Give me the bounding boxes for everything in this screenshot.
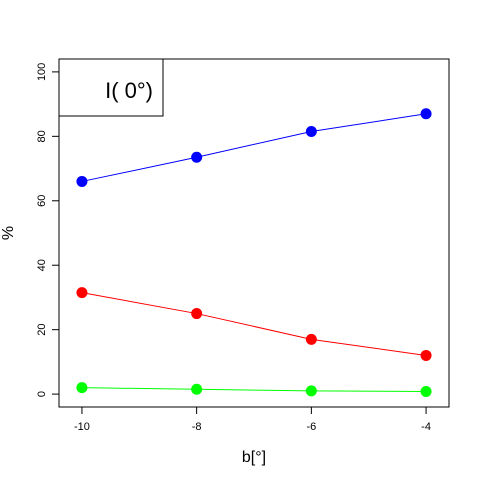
- y-tick-label: 40: [36, 259, 48, 271]
- data-point: [191, 151, 203, 163]
- y-tick-label: 80: [36, 130, 48, 142]
- y-tick-label: 60: [36, 195, 48, 207]
- data-point: [420, 349, 432, 361]
- y-tick-label: 100: [36, 63, 48, 81]
- legend-box: [58, 58, 164, 117]
- series-layer: [76, 108, 432, 398]
- series-line: [81, 113, 427, 182]
- x-tick-label: -8: [192, 421, 202, 433]
- series-0: [76, 108, 432, 187]
- data-point: [305, 385, 317, 397]
- series-2: [76, 382, 432, 398]
- data-point: [76, 382, 88, 394]
- x-tick-label: -6: [306, 421, 316, 433]
- data-point: [191, 383, 203, 395]
- y-tick-label: 20: [36, 324, 48, 336]
- data-point: [191, 308, 203, 320]
- data-point: [420, 386, 432, 398]
- data-point: [76, 175, 88, 187]
- series-line: [81, 292, 427, 356]
- x-tick-label: -10: [74, 421, 90, 433]
- y-axis-title: %: [0, 226, 17, 240]
- data-point: [305, 126, 317, 137]
- legend-label: I( 0°): [105, 78, 153, 103]
- x-tick-label: -4: [421, 421, 431, 433]
- series-line: [81, 387, 427, 393]
- data-point: [305, 333, 317, 345]
- legend: I( 0°): [58, 58, 164, 117]
- data-point: [420, 108, 432, 120]
- y-tick-label: 0: [36, 391, 48, 397]
- y-axis: 0 20 40 60 80 100: [36, 63, 60, 397]
- x-axis-title: b[°]: [242, 449, 266, 466]
- data-point: [76, 287, 88, 299]
- series-1: [76, 287, 432, 361]
- x-axis: -10 -8 -6 -4: [74, 406, 431, 433]
